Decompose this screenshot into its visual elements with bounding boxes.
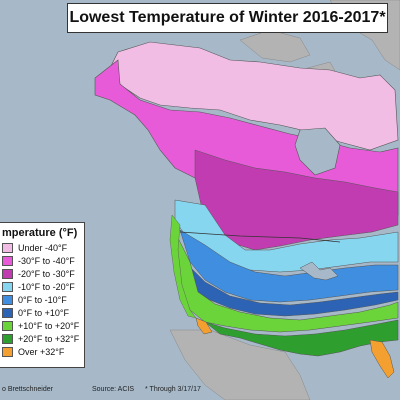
title-box: Lowest Temperature of Winter 2016-2017*	[67, 3, 388, 33]
region-over-32-florida	[369, 339, 395, 379]
footer: o Brettschneider Source: ACIS * Through …	[0, 382, 400, 400]
legend-swatch	[2, 256, 13, 267]
legend-item: +10°F to +20°F	[2, 320, 81, 333]
legend-label: 0°F to -10°F	[18, 295, 67, 306]
map-title: Lowest Temperature of Winter 2016-2017*	[69, 9, 386, 26]
legend-label: +10°F to +20°F	[18, 321, 80, 332]
great-lakes	[299, 261, 339, 281]
region-plus-10-to-20	[174, 237, 399, 333]
legend-item: 0°F to -10°F	[2, 294, 81, 307]
legend-swatch	[2, 334, 13, 345]
footer-through: * Through 3/17/17	[145, 386, 201, 393]
legend-swatch	[2, 269, 13, 280]
legend-label: 0°F to +10°F	[18, 308, 69, 319]
legend-label: -10°F to -20°F	[18, 282, 75, 293]
legend-swatch	[2, 295, 13, 306]
legend-label: Over +32°F	[18, 347, 65, 358]
footer-source: Source: ACIS	[92, 386, 135, 393]
region-over-32-california	[195, 317, 213, 335]
legend-item: -20°F to -30°F	[2, 268, 81, 281]
legend: mperature (°F) Under -40°F -30°F to -40°…	[0, 222, 85, 368]
legend-swatch	[2, 282, 13, 293]
legend-item: 0°F to +10°F	[2, 307, 81, 320]
region-0-to-minus-10	[179, 229, 399, 303]
legend-swatch	[2, 308, 13, 319]
legend-swatch	[2, 347, 13, 358]
legend-label: +20°F to +32°F	[18, 334, 80, 345]
legend-item: Under -40°F	[2, 242, 81, 255]
legend-label: -30°F to -40°F	[18, 256, 75, 267]
legend-swatch	[2, 321, 13, 332]
legend-label: -20°F to -30°F	[18, 269, 75, 280]
hudson-bay	[294, 127, 341, 176]
region-0-to-plus-10	[184, 261, 399, 317]
legend-item: +20°F to +32°F	[2, 333, 81, 346]
region-under-minus-40	[107, 41, 399, 151]
legend-item: -30°F to -40°F	[2, 255, 81, 268]
legend-item: Over +32°F	[2, 346, 81, 359]
footer-credit: o Brettschneider	[2, 386, 53, 393]
west-coast-strip	[169, 214, 197, 319]
mexico	[169, 329, 311, 400]
legend-swatch	[2, 243, 13, 254]
legend-label: Under -40°F	[18, 243, 68, 254]
legend-item: -10°F to -20°F	[2, 281, 81, 294]
border-line	[179, 231, 341, 243]
legend-title: mperature (°F)	[2, 227, 78, 239]
